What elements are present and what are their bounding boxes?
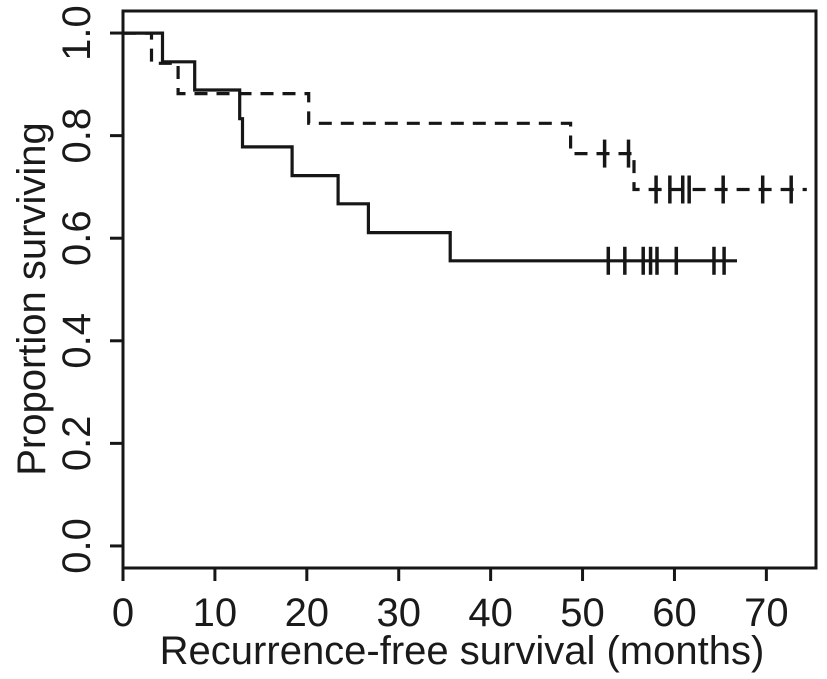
y-axis-title: Proportion surviving [10,122,54,476]
x-tick-label: 0 [112,591,134,635]
plot-frame [121,9,818,570]
y-tick-label: 0.2 [55,416,99,472]
survival-curve-solid [123,31,737,263]
y-tick-label: 0.4 [55,313,99,369]
x-tick-label: 40 [468,591,513,635]
x-tick-label: 50 [560,591,605,635]
survival-curve-dashed [123,31,807,192]
x-tick-label: 20 [285,591,330,635]
x-tick-label: 70 [744,591,789,635]
x-tick-label: 60 [652,591,697,635]
plot-layer: 0 10 20 30 40 50 60 70 0.0 0.2 0.4 0.6 0.8 1.0 [55,5,818,635]
y-tick-label: 0.6 [55,210,99,266]
x-tick-label: 10 [193,591,238,635]
x-tick-label: 30 [376,591,421,635]
y-tick-label: 0.8 [55,108,99,164]
y-tick-label: 0.0 [55,518,99,574]
x-axis-title: Recurrence-free survival (months) [160,629,765,673]
y-tick-label: 1.0 [55,5,99,61]
